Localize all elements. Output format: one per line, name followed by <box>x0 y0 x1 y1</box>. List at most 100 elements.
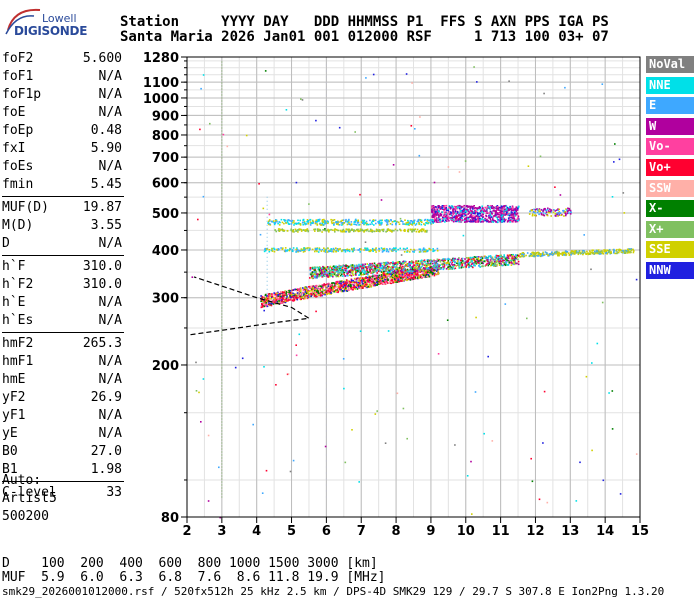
o-trace-point <box>433 274 436 277</box>
upper-trace-point <box>382 248 385 250</box>
param-value: N/A <box>98 105 122 120</box>
x-trace-point <box>471 262 474 265</box>
x-trace-point <box>468 258 470 261</box>
x-trace-point <box>361 264 364 267</box>
o-trace-point <box>367 279 369 281</box>
x-trace-point <box>415 269 418 272</box>
second-hop-point <box>395 221 398 223</box>
o-trace-point <box>380 278 382 281</box>
x-trace-point <box>464 265 467 268</box>
header-labels: Station YYYY DAY DDD HHMMSS P1 FFS S AXN… <box>120 14 609 30</box>
second-hop-point <box>354 223 357 226</box>
x-trace-point <box>457 258 459 261</box>
o-trace-point <box>372 281 374 283</box>
o-trace-point <box>350 287 353 289</box>
upper-trace-point <box>296 247 298 249</box>
second-hop-point <box>299 223 302 225</box>
param-row: foE N/A <box>2 104 122 122</box>
second-hop-point <box>442 216 444 218</box>
x-trace-point <box>374 267 377 270</box>
o-trace-point <box>351 281 354 283</box>
second-hop-point <box>431 205 433 207</box>
o-trace-point <box>365 277 367 279</box>
upper-trace-point <box>344 249 347 252</box>
x-trace-point <box>361 267 363 270</box>
o-trace-point <box>345 283 347 285</box>
x-trace-point <box>479 266 481 268</box>
x-trace-point <box>469 259 472 261</box>
upper-trace-point <box>402 247 405 250</box>
upper-trace-point <box>288 249 291 252</box>
x-trace-point <box>369 262 371 265</box>
x-trace-point <box>423 259 426 261</box>
o-trace-point <box>390 279 392 281</box>
x-trace-point <box>452 258 455 261</box>
o-trace-point <box>393 277 396 279</box>
second-hop-point <box>362 220 364 222</box>
o-trace-point <box>340 280 342 283</box>
second-hop-point <box>395 223 397 226</box>
o-trace-point <box>415 275 417 277</box>
x-trace-point <box>474 260 477 263</box>
o-trace-point <box>411 272 414 275</box>
x-trace-point <box>353 264 356 267</box>
o-trace-point <box>342 283 344 286</box>
x-trace-point <box>484 265 487 267</box>
x-trace-point <box>497 256 500 259</box>
o-trace-point <box>274 298 276 300</box>
o-trace-point <box>343 286 345 289</box>
second-hop-point <box>343 230 345 232</box>
o-trace-point <box>336 283 339 285</box>
x-trace-point <box>443 260 446 263</box>
o-trace-point <box>332 285 334 288</box>
second-hop-point <box>363 219 366 222</box>
upper-trace-point <box>343 249 345 251</box>
o-trace-point <box>290 292 293 295</box>
second-hop-point <box>452 207 455 210</box>
o-trace-point <box>262 297 265 300</box>
second-hop-point <box>408 224 410 226</box>
o-trace-point <box>348 282 351 285</box>
o-trace-point <box>341 281 343 284</box>
x-trace-point <box>486 262 488 265</box>
x-trace-point <box>385 261 387 264</box>
second-hop-point <box>413 219 416 222</box>
o-trace-point <box>299 287 301 290</box>
o-trace-point <box>296 298 299 301</box>
x-trace-point <box>475 262 477 265</box>
x-trace-point <box>461 262 464 265</box>
second-hop-point <box>278 230 281 232</box>
o-trace-point <box>304 297 306 300</box>
second-hop-point <box>338 221 340 223</box>
x-trace-point <box>324 272 326 275</box>
o-trace-point <box>402 279 405 282</box>
o-trace-point <box>265 299 267 301</box>
second-hop-point <box>427 222 429 225</box>
upper-trace-point <box>318 247 321 249</box>
o-trace-point <box>371 276 374 278</box>
second-hop-point <box>442 206 445 208</box>
o-trace-point <box>315 291 318 293</box>
x-trace-point <box>425 267 428 270</box>
x-trace-point <box>418 270 421 272</box>
o-trace-point <box>308 293 311 295</box>
x-trace-point <box>474 256 477 259</box>
second-hop-point <box>462 219 464 221</box>
x-trace-point <box>433 269 435 271</box>
second-hop-point <box>314 230 316 232</box>
second-hop-point <box>502 208 504 210</box>
o-trace-point <box>319 285 321 287</box>
second-hop-point <box>311 219 314 222</box>
o-trace-point <box>266 303 268 306</box>
upper-trace-point <box>386 249 389 251</box>
x-trace-point <box>491 256 494 259</box>
o-trace-point <box>290 293 293 296</box>
x-trace-point <box>364 263 366 265</box>
x-trace-point <box>484 257 486 259</box>
o-trace-point <box>304 288 306 291</box>
second-hop-point <box>284 219 287 222</box>
upper-trace-point <box>383 249 385 252</box>
o-trace-point <box>346 279 348 281</box>
x-trace-point <box>315 273 317 276</box>
second-hop-point <box>432 209 434 212</box>
